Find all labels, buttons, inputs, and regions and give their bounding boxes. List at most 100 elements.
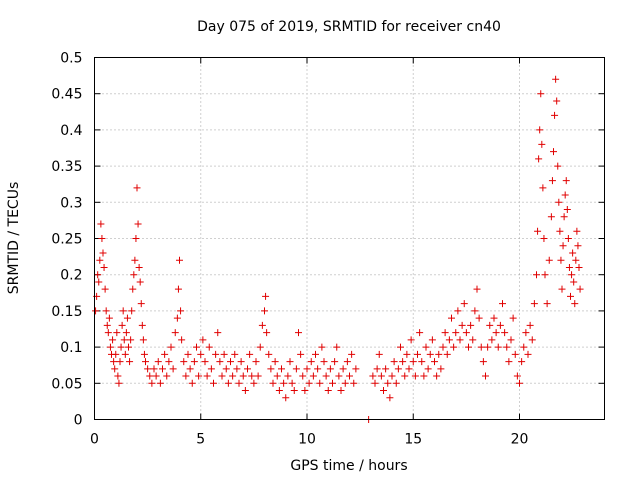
plot-frame bbox=[94, 57, 605, 420]
data-point bbox=[382, 365, 390, 373]
data-point bbox=[377, 372, 385, 380]
data-point bbox=[534, 227, 542, 235]
data-point bbox=[131, 256, 139, 264]
data-point bbox=[454, 307, 462, 315]
data-point bbox=[339, 365, 347, 373]
data-point bbox=[541, 271, 549, 279]
data-point bbox=[418, 358, 426, 366]
data-point bbox=[573, 227, 581, 235]
data-point bbox=[180, 358, 188, 366]
data-point bbox=[445, 336, 453, 344]
data-point bbox=[565, 263, 573, 271]
data-point bbox=[132, 235, 140, 242]
data-point bbox=[109, 336, 117, 344]
data-point bbox=[305, 379, 313, 387]
data-point bbox=[154, 358, 162, 366]
y-tick-label: 0.5 bbox=[60, 51, 82, 67]
data-point bbox=[269, 379, 277, 387]
data-point bbox=[237, 358, 245, 366]
data-point bbox=[460, 300, 468, 308]
data-point bbox=[138, 321, 146, 329]
data-point bbox=[569, 249, 577, 257]
data-point bbox=[547, 213, 555, 221]
data-point bbox=[437, 365, 445, 373]
data-point bbox=[422, 343, 430, 351]
data-point bbox=[433, 372, 441, 380]
grid-lines bbox=[94, 57, 605, 420]
data-point bbox=[568, 271, 576, 279]
data-point bbox=[207, 365, 215, 373]
data-point bbox=[316, 379, 324, 387]
data-point bbox=[318, 343, 326, 351]
data-point bbox=[273, 372, 281, 380]
data-point bbox=[426, 350, 434, 358]
data-point bbox=[486, 321, 494, 329]
data-point bbox=[188, 379, 196, 387]
data-point bbox=[407, 336, 415, 344]
data-point bbox=[488, 336, 496, 344]
data-point bbox=[558, 285, 566, 293]
data-point bbox=[110, 358, 118, 366]
data-point bbox=[262, 292, 270, 300]
data-point bbox=[222, 365, 230, 373]
data-point bbox=[439, 343, 447, 351]
data-point bbox=[511, 350, 519, 358]
data-point bbox=[561, 191, 569, 199]
data-point bbox=[539, 184, 547, 192]
data-point bbox=[392, 379, 400, 387]
data-point bbox=[314, 365, 322, 373]
data-point bbox=[224, 379, 232, 387]
data-point bbox=[165, 358, 173, 366]
data-point bbox=[575, 263, 583, 271]
data-point bbox=[560, 213, 568, 221]
data-point bbox=[137, 300, 145, 308]
data-point bbox=[322, 372, 330, 380]
data-point bbox=[103, 321, 111, 329]
data-point bbox=[501, 329, 509, 337]
data-point bbox=[469, 336, 477, 344]
data-point bbox=[271, 358, 279, 366]
x-tick-label: 0 bbox=[90, 432, 99, 448]
data-point bbox=[499, 300, 506, 308]
data-point bbox=[309, 372, 317, 380]
data-point bbox=[405, 365, 413, 373]
data-point bbox=[94, 271, 102, 279]
data-point bbox=[256, 343, 264, 351]
data-point bbox=[399, 358, 407, 366]
data-point bbox=[111, 365, 119, 373]
data-point bbox=[190, 358, 198, 366]
data-point bbox=[284, 372, 292, 380]
data-point bbox=[241, 387, 249, 395]
data-point bbox=[119, 307, 127, 315]
y-tick-label: 0.3 bbox=[60, 195, 82, 211]
data-point bbox=[324, 387, 332, 395]
data-point bbox=[244, 365, 251, 373]
data-point bbox=[352, 365, 360, 373]
data-point bbox=[171, 329, 179, 337]
data-point bbox=[261, 307, 268, 315]
data-point bbox=[122, 329, 130, 337]
data-point bbox=[163, 372, 171, 380]
data-point bbox=[214, 329, 222, 337]
data-point bbox=[428, 336, 436, 344]
data-point bbox=[139, 336, 147, 344]
data-point bbox=[301, 387, 309, 395]
data-point bbox=[550, 148, 557, 156]
data-point bbox=[562, 177, 570, 185]
data-point bbox=[456, 336, 464, 344]
data-point bbox=[473, 285, 481, 293]
data-point bbox=[235, 379, 243, 387]
data-point bbox=[114, 372, 122, 380]
data-point bbox=[530, 300, 538, 308]
data-point bbox=[462, 329, 470, 337]
data-point bbox=[394, 365, 402, 373]
data-point bbox=[246, 350, 254, 358]
data-point bbox=[297, 350, 305, 358]
data-point bbox=[479, 358, 487, 366]
data-points bbox=[92, 75, 584, 423]
data-point bbox=[303, 365, 311, 373]
data-point bbox=[570, 278, 578, 286]
data-point bbox=[133, 184, 141, 192]
data-point bbox=[128, 307, 136, 315]
data-point bbox=[150, 365, 158, 373]
